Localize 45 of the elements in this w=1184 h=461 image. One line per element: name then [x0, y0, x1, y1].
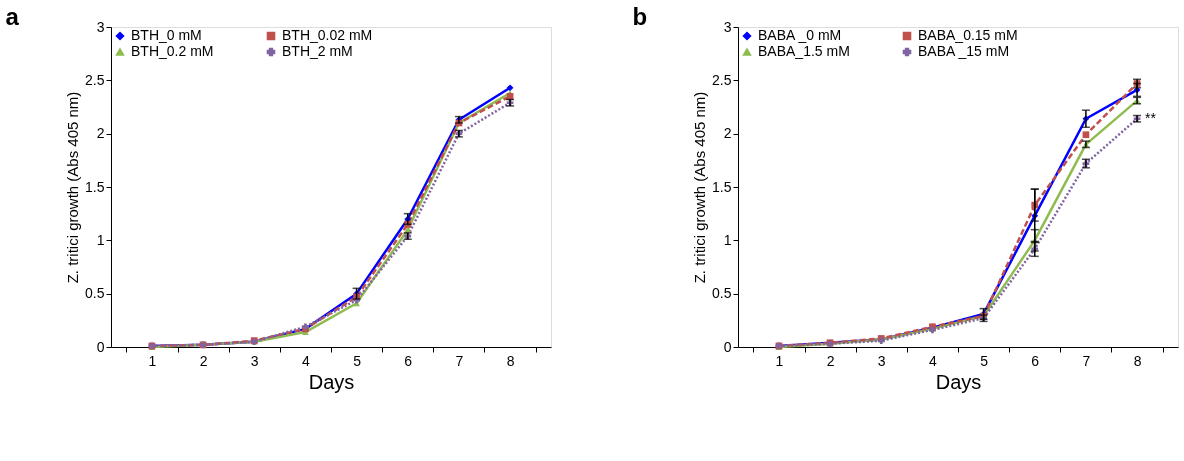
- y-tick-label: 0.5: [85, 285, 105, 302]
- x-tick-label: 8: [1133, 352, 1142, 369]
- x-tick-label: 5: [980, 352, 989, 369]
- y-tick-label: 2: [723, 125, 732, 142]
- y-tick-label: 3: [723, 18, 732, 35]
- y-tick-label: 1.5: [712, 178, 732, 195]
- legend-label: BABA _15 mM: [918, 43, 1010, 59]
- y-tick-label: 3: [96, 18, 105, 35]
- y-tick-label: 2.5: [85, 71, 105, 88]
- x-tick-label: 4: [929, 352, 938, 369]
- y-tick-label: 1.5: [85, 178, 105, 195]
- legend-label: BTH_0 mM: [131, 27, 202, 43]
- y-tick-label: 2.5: [712, 71, 732, 88]
- x-tick-label: 1: [148, 352, 157, 369]
- x-tick-label: 7: [1082, 352, 1091, 369]
- legend-label: BTH_2 mM: [282, 43, 353, 59]
- x-tick-label: 8: [506, 352, 515, 369]
- legend-label: BABA_0.15 mM: [918, 27, 1018, 43]
- x-tick-label: 6: [1031, 352, 1040, 369]
- x-tick-label: 4: [302, 352, 311, 369]
- x-tick-label: 3: [877, 352, 886, 369]
- annotation: **: [1145, 109, 1157, 126]
- y-tick-label: 1: [723, 231, 732, 248]
- legend-label: BTH_0.2 mM: [131, 43, 214, 59]
- y-tick-label: 2: [96, 125, 105, 142]
- y-tick-label: 0.5: [712, 285, 732, 302]
- x-tick-label: 6: [404, 352, 413, 369]
- y-tick-label: 1: [96, 231, 105, 248]
- y-tick-label: 0: [723, 338, 732, 355]
- chart-title: a: [5, 3, 20, 30]
- x-tick-label: 2: [199, 352, 208, 369]
- legend-label: BABA _0 mM: [758, 27, 842, 43]
- y-tick-label: 0: [96, 338, 105, 355]
- y-axis-title: Z. tritici growth (Abs 405 nm): [64, 91, 82, 284]
- legend-label: BABA_1.5 mM: [758, 43, 850, 59]
- legend-label: BTH_0.02 mM: [282, 27, 373, 43]
- x-tick-label: 5: [353, 352, 362, 369]
- y-axis-title: Z. tritici growth (Abs 405 nm): [691, 91, 709, 284]
- x-tick-label: 2: [826, 352, 835, 369]
- x-axis-title: Days: [935, 370, 982, 393]
- chart-title: b: [632, 3, 648, 30]
- x-tick-label: 3: [250, 352, 259, 369]
- x-tick-label: 1: [775, 352, 784, 369]
- x-tick-label: 7: [455, 352, 464, 369]
- x-axis-title: Days: [308, 370, 355, 393]
